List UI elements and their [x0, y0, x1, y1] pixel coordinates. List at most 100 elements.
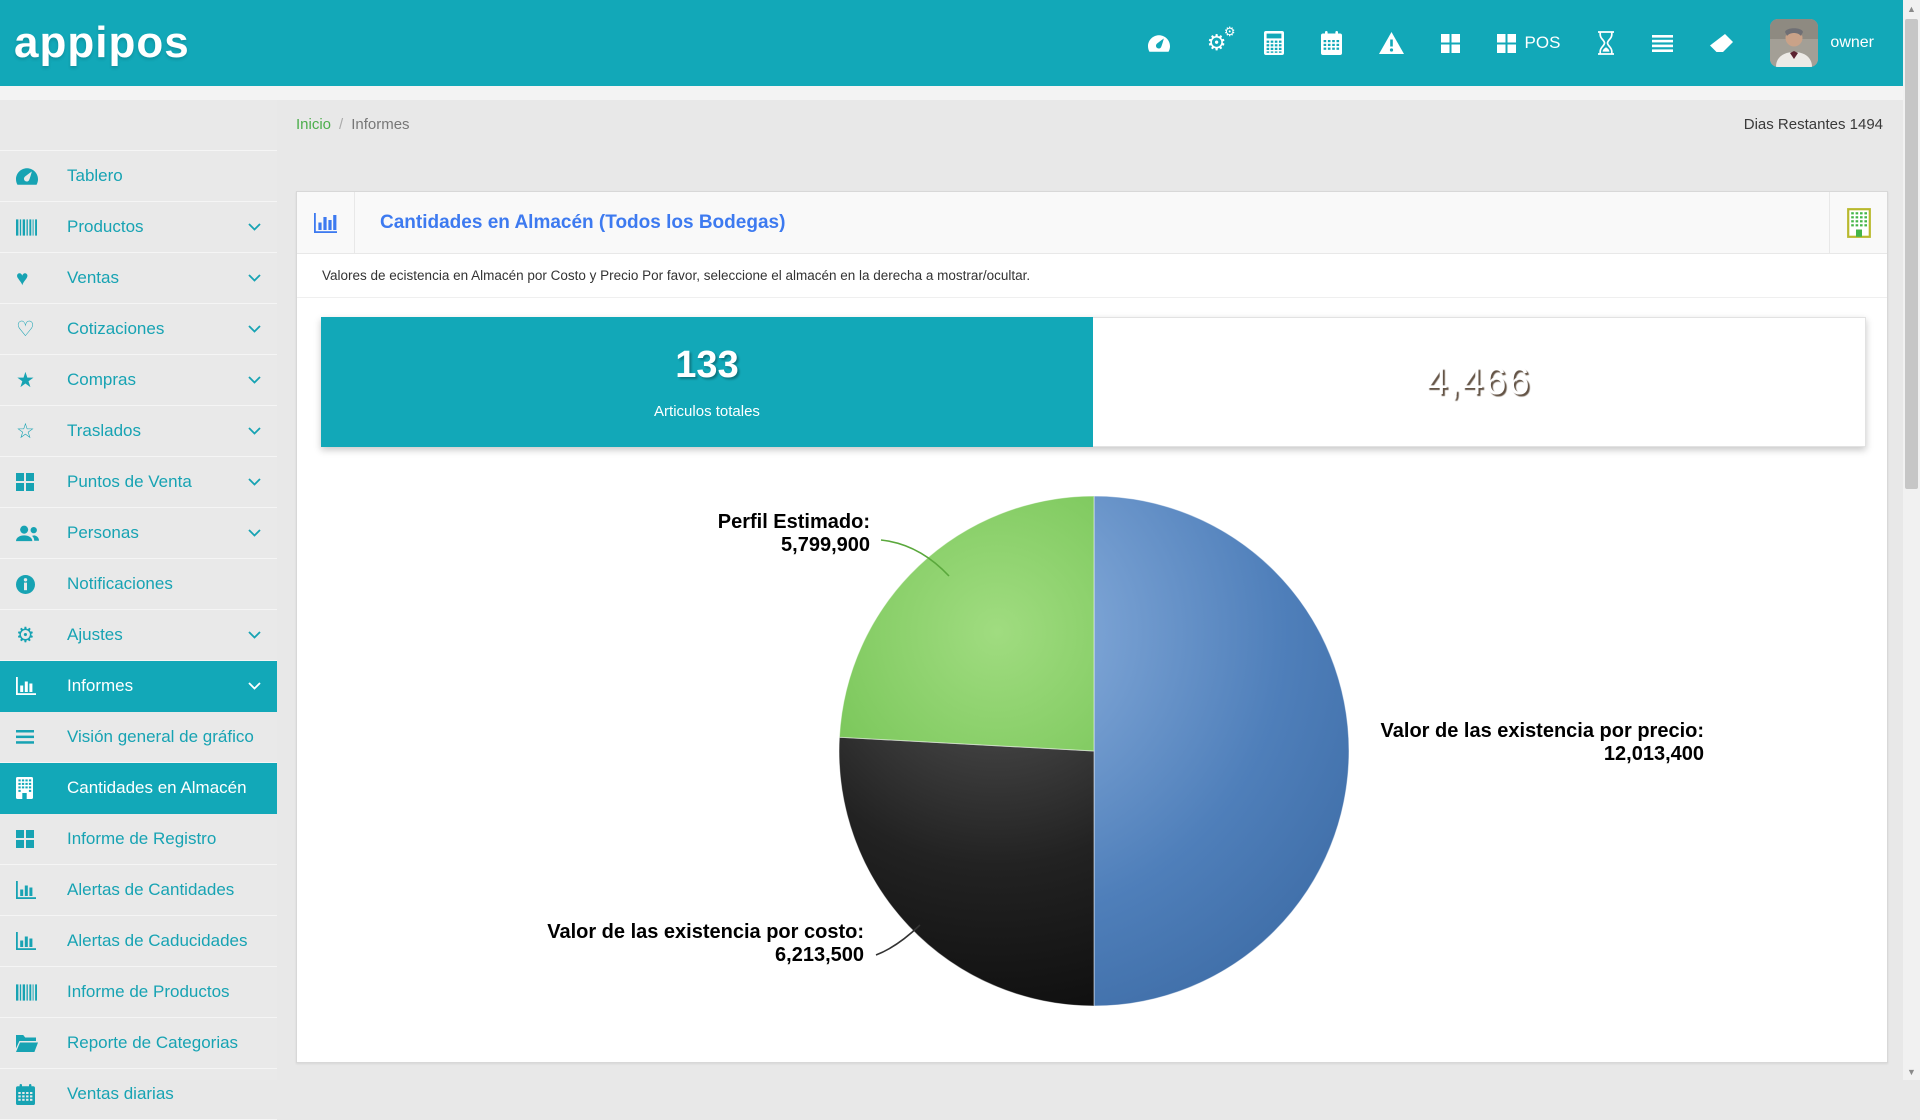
pie-chart	[838, 495, 1350, 1007]
sidebar-item-ventas-diarias[interactable]: Ventas diarias	[0, 1069, 277, 1120]
stat-label: Articulos totales	[654, 403, 760, 420]
chevron-down-icon	[248, 223, 261, 231]
sidebar-item-alertas-cantidades[interactable]: Alertas de Cantidades	[0, 865, 277, 916]
chart-type-button[interactable]	[297, 192, 355, 253]
sidebar-item-label: Alertas de Caducidades	[67, 931, 248, 950]
header-divider-strip	[0, 86, 1920, 100]
pos-button[interactable]: POS	[1496, 33, 1561, 53]
sidebar-item-label: Alertas de Cantidades	[67, 880, 235, 899]
users-icon	[16, 525, 53, 542]
sidebar: Tablero Productos ♥ Ventas ♡ Cotizacione…	[0, 100, 277, 1120]
chevron-down-icon	[248, 529, 261, 537]
pie-slice-precio[interactable]	[1093, 495, 1350, 1007]
pie-label-precio: Valor de las existencia por precio: 12,0…	[1380, 720, 1704, 765]
list-icon[interactable]	[1652, 34, 1674, 52]
warehouse-toggle-button[interactable]	[1829, 192, 1887, 253]
calculator-icon[interactable]	[1263, 31, 1284, 55]
breadcrumb: Inicio / Informes	[296, 116, 410, 133]
scrollbar-down-button[interactable]: ▼	[1907, 1066, 1916, 1077]
user-avatar	[1770, 19, 1819, 67]
sidebar-item-puntos-de-venta[interactable]: Puntos de Venta	[0, 457, 277, 508]
report-panel: Cantidades en Almacén (Todos los Bodegas…	[296, 191, 1888, 1063]
pos-grid-icon	[1496, 33, 1516, 53]
eraser-icon[interactable]	[1710, 34, 1734, 52]
chevron-down-icon	[248, 427, 261, 435]
sidebar-menu: Tablero Productos ♥ Ventas ♡ Cotizacione…	[0, 150, 277, 1120]
pie-slice-estimado[interactable]	[838, 495, 1095, 752]
sidebar-item-productos[interactable]: Productos	[0, 202, 277, 253]
sidebar-item-ventas[interactable]: ♥ Ventas	[0, 253, 277, 304]
stat-value: 4,466	[1426, 360, 1532, 403]
sidebar-item-label: Ventas diarias	[67, 1084, 174, 1103]
pie-slice-costo[interactable]	[838, 736, 1095, 1007]
hourglass-icon[interactable]	[1597, 31, 1615, 55]
sidebar-item-informe-registro[interactable]: Informe de Registro	[0, 814, 277, 865]
sidebar-item-label: Traslados	[67, 421, 142, 440]
pie-label-costo: Valor de las existencia por costo: 6,213…	[547, 921, 864, 966]
chevron-down-icon	[248, 325, 261, 333]
scrollbar-up-button[interactable]: ▲	[1907, 3, 1916, 14]
calendar-icon[interactable]	[1320, 31, 1342, 55]
sidebar-item-traslados[interactable]: ☆ Traslados	[0, 406, 277, 457]
leader-line-costo	[875, 924, 921, 956]
star-filled-icon: ★	[16, 368, 35, 392]
grid-icon	[16, 830, 53, 848]
sidebar-item-label: Reporte de Categorias	[67, 1033, 239, 1052]
sidebar-item-informes[interactable]: Informes	[0, 661, 277, 712]
barcode-icon	[16, 218, 53, 236]
pos-label: POS	[1524, 33, 1561, 52]
breadcrumb-current: Informes	[351, 115, 410, 133]
folder-open-icon	[16, 1034, 53, 1052]
breadcrumb-home-link[interactable]: Inicio	[296, 115, 332, 133]
apps-grid-icon[interactable]	[1440, 33, 1460, 53]
stat-cards-row: 133 Articulos totales 4,466	[321, 317, 1866, 447]
topnav-icon-bar: ⚙ ⚙ POS owner	[1147, 19, 1874, 67]
sidebar-item-ajustes[interactable]: ⚙ Ajustes	[0, 610, 277, 661]
gear-icon: ⚙	[16, 623, 35, 647]
sidebar-item-label: Compras	[67, 370, 136, 389]
blue-bar-chart-icon	[314, 212, 337, 233]
user-menu[interactable]: owner	[1770, 19, 1874, 67]
chevron-down-icon	[248, 376, 261, 384]
sidebar-item-informe-productos[interactable]: Informe de Productos	[0, 967, 277, 1018]
green-warehouse-icon	[1846, 207, 1871, 238]
bar-chart-icon	[16, 881, 53, 899]
sidebar-item-label: Informe de Registro	[67, 829, 217, 848]
sidebar-item-vision-general[interactable]: Visión general de gráfico	[0, 712, 277, 763]
sidebar-item-label: Cotizaciones	[67, 319, 165, 338]
tachometer-icon	[16, 167, 53, 185]
sidebar-item-cotizaciones[interactable]: ♡ Cotizaciones	[0, 304, 277, 355]
warning-icon[interactable]	[1378, 32, 1404, 54]
sidebar-item-label: Puntos de Venta	[67, 472, 192, 491]
grid-icon	[16, 473, 53, 491]
app-logo[interactable]: appipos	[14, 18, 190, 67]
breadcrumb-separator: /	[339, 115, 344, 133]
bar-chart-icon	[16, 677, 53, 695]
stat-card-total-quantity: 4,466	[1093, 317, 1866, 447]
stat-card-total-items: 133 Articulos totales	[321, 317, 1093, 447]
sidebar-item-personas[interactable]: Personas	[0, 508, 277, 559]
chevron-down-icon	[248, 274, 261, 282]
sidebar-item-cantidades-almacen[interactable]: Cantidades en Almacén	[0, 763, 277, 814]
sidebar-item-reporte-categorias[interactable]: Reporte de Categorias	[0, 1018, 277, 1069]
bar-chart-icon	[16, 932, 53, 950]
sidebar-item-label: Personas	[67, 523, 139, 542]
list-icon	[16, 730, 53, 744]
sidebar-item-compras[interactable]: ★ Compras	[0, 355, 277, 406]
sidebar-item-notificaciones[interactable]: Notificaciones	[0, 559, 277, 610]
dashboard-icon[interactable]	[1147, 34, 1170, 52]
sidebar-item-label: Informe de Productos	[67, 982, 230, 1001]
scrollbar-thumb[interactable]	[1905, 19, 1918, 489]
stat-value: 133	[675, 344, 739, 386]
pie-label-estimado: Perfil Estimado: 5,799,900	[717, 511, 870, 556]
sidebar-item-tablero[interactable]: Tablero	[0, 151, 277, 202]
days-remaining-label: Dias Restantes 1494	[1743, 115, 1883, 133]
cogs-icon[interactable]: ⚙ ⚙	[1206, 24, 1236, 55]
sidebar-item-label: Tablero	[67, 166, 123, 185]
calendar-icon	[16, 1083, 53, 1105]
barcode-icon	[16, 983, 53, 1001]
sidebar-item-alertas-caducidades[interactable]: Alertas de Caducidades	[0, 916, 277, 967]
panel-description: Valores de ecistencia en Almacén por Cos…	[297, 254, 1887, 298]
chevron-down-icon	[248, 682, 261, 690]
panel-title: Cantidades en Almacén (Todos los Bodegas…	[380, 211, 786, 233]
